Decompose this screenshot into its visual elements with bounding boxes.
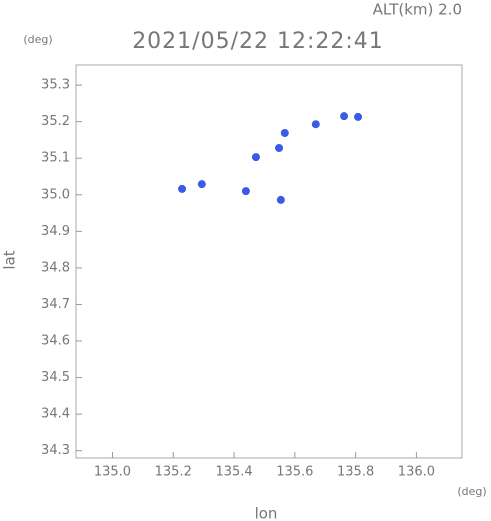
echo-point bbox=[311, 120, 320, 129]
y-tick-label: 34.4 bbox=[41, 407, 70, 422]
y-tick-label: 35.1 bbox=[41, 151, 70, 166]
y-tick-label: 34.6 bbox=[41, 334, 70, 349]
y-unit: (deg) bbox=[23, 33, 52, 46]
echo-point bbox=[251, 153, 260, 162]
y-tick-label: 35.3 bbox=[41, 78, 70, 93]
echo-point bbox=[340, 112, 349, 121]
y-tick-label: 35.0 bbox=[41, 187, 70, 202]
echo-point bbox=[276, 195, 285, 204]
y-tick-label: 35.2 bbox=[41, 114, 70, 129]
x-tick-label: 136.0 bbox=[398, 465, 435, 480]
x-axis-label: lon bbox=[255, 505, 278, 521]
y-axis-label: lat bbox=[1, 250, 19, 269]
y-tick-label: 34.9 bbox=[41, 224, 70, 239]
chart-title: 2021/05/22 12:22:41 bbox=[132, 29, 384, 54]
plot-frame bbox=[75, 64, 463, 459]
y-tick-label: 34.8 bbox=[41, 260, 70, 275]
x-tick-label: 135.0 bbox=[94, 465, 131, 480]
y-tick-label: 34.5 bbox=[41, 370, 70, 385]
annotation: ALT(km) 2.0 bbox=[373, 1, 462, 19]
echo-point bbox=[178, 184, 187, 193]
echo-point bbox=[354, 112, 363, 121]
echo-point bbox=[241, 187, 250, 196]
x-unit: (deg) bbox=[457, 485, 486, 498]
x-tick-label: 135.2 bbox=[155, 465, 192, 480]
echo-point bbox=[280, 128, 289, 137]
x-tick-label: 135.6 bbox=[276, 465, 313, 480]
x-tick-label: 135.8 bbox=[337, 465, 374, 480]
x-tick-label: 135.4 bbox=[215, 465, 252, 480]
y-tick-label: 34.3 bbox=[41, 443, 70, 458]
echo-point bbox=[197, 180, 206, 189]
y-tick-label: 34.7 bbox=[41, 297, 70, 312]
echo-point bbox=[275, 143, 284, 152]
